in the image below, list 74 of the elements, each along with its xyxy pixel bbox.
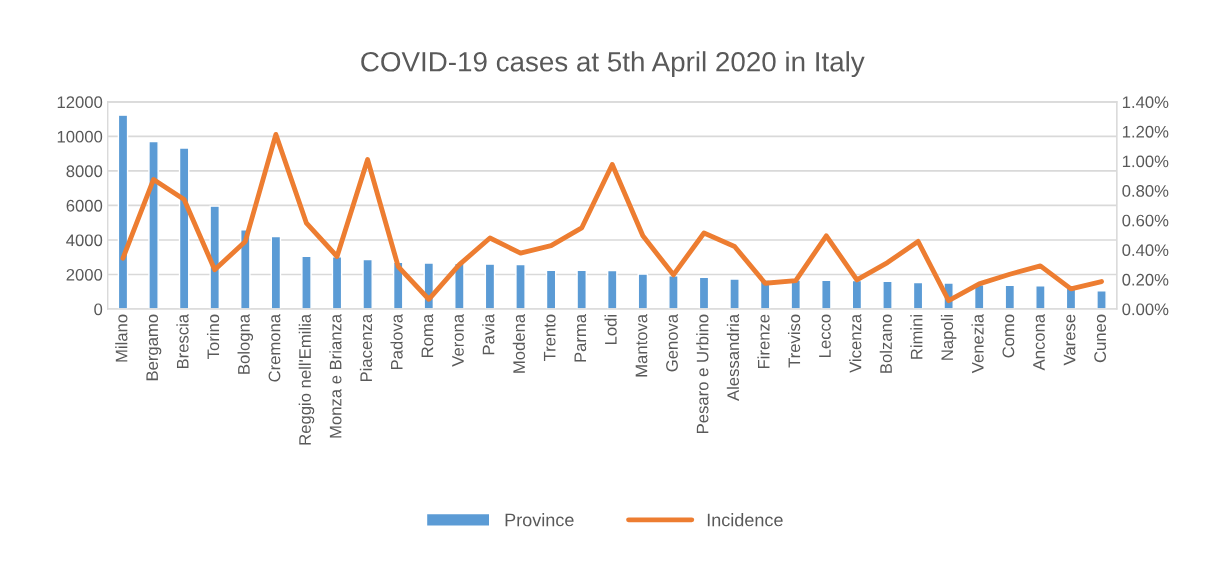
y2-tick-label: 1.20%	[1122, 125, 1169, 138]
x-tick-label: Cremona	[268, 313, 281, 382]
x-tick-label: Rimini	[910, 315, 923, 359]
y2-tick-label: 0.80%	[1122, 185, 1169, 197]
x-tick-label: Varese	[1063, 314, 1076, 366]
y-tick-label: 12000	[57, 96, 103, 109]
y2-tick-label: 0.20%	[1122, 273, 1169, 286]
x-tick-label: Cuneo	[1094, 314, 1107, 363]
bar	[484, 263, 496, 310]
x-tick-label: Milano	[115, 314, 128, 362]
x-tick-label: Firenze	[757, 314, 770, 369]
x-tick-label: Trento	[543, 314, 556, 362]
x-tick-label: Ancona	[1033, 313, 1045, 371]
y-tick-label: 8000	[66, 165, 103, 178]
bar	[912, 281, 924, 310]
x-tick-label: Genova	[666, 313, 678, 372]
bar	[637, 273, 649, 310]
bar	[331, 256, 343, 310]
x-tick-label: Alessandria	[726, 313, 740, 401]
x-tick-label: Piacenza	[359, 313, 373, 382]
bar	[270, 235, 282, 310]
legend-label: Province	[505, 513, 574, 527]
bar	[1096, 290, 1107, 310]
x-tick-label: Pesaro e Urbino	[696, 314, 709, 433]
x-tick-label: Parma	[574, 313, 587, 362]
bar	[698, 276, 710, 310]
x-tick-label: Monza e Brianza	[329, 313, 342, 438]
chart-title: COVID-19 cases at 5th April 2020 in Italy	[361, 51, 865, 78]
x-tick-label: Modena	[512, 313, 525, 373]
x-tick-label: Roma	[421, 313, 434, 357]
y-tick-label: 6000	[66, 199, 103, 212]
y-tick-label: 0	[94, 303, 103, 316]
x-tick-label: Brescia	[176, 313, 189, 369]
bar	[668, 275, 679, 310]
y-tick-label: 10000	[57, 130, 103, 143]
bar	[362, 258, 373, 310]
x-tick-label: Lecco	[819, 314, 831, 357]
bar	[148, 140, 159, 310]
x-tick-label: Torino	[206, 314, 220, 359]
bar	[882, 280, 893, 310]
bar	[973, 284, 985, 310]
x-tick-label: Napoli	[940, 315, 957, 360]
y2-tick-label: 1.00%	[1122, 155, 1169, 168]
legend-label: Incidence	[707, 513, 783, 527]
bar	[209, 205, 221, 310]
x-tick-label: Padova	[390, 313, 403, 370]
y-tick-label: 4000	[66, 234, 103, 247]
y-tick-label: 2000	[66, 268, 103, 281]
x-tick-label: Vicenza	[849, 313, 862, 373]
bar	[790, 279, 802, 310]
x-tick-label: Bolzano	[879, 314, 892, 373]
x-tick-label: Pavia	[482, 313, 495, 355]
x-tick-label: Reggio nell'Emilia	[298, 313, 315, 445]
x-tick-label: Verona	[452, 313, 464, 367]
bar	[301, 255, 312, 310]
bar	[1035, 285, 1046, 310]
bar	[515, 263, 526, 310]
x-tick-label: Venezia	[971, 313, 984, 374]
bar	[606, 269, 618, 310]
bar	[117, 114, 129, 310]
y2-tick-label: 0.60%	[1122, 214, 1169, 227]
x-tick-label: Como	[1002, 314, 1015, 358]
bar	[545, 269, 557, 310]
x-tick-label: Treviso	[787, 314, 801, 368]
x-tick-label: Lodi	[604, 315, 617, 345]
y2-tick-label: 0.40%	[1122, 244, 1169, 257]
bar	[576, 269, 587, 310]
bar	[821, 279, 832, 310]
x-tick-label: Bologna	[237, 313, 254, 374]
y2-tick-label: 0.00%	[1122, 303, 1169, 316]
y2-tick-label: 1.40%	[1122, 96, 1169, 109]
x-tick-label: Bergamo	[146, 314, 162, 381]
bar	[729, 278, 740, 310]
x-tick-label: Mantova	[635, 313, 648, 377]
